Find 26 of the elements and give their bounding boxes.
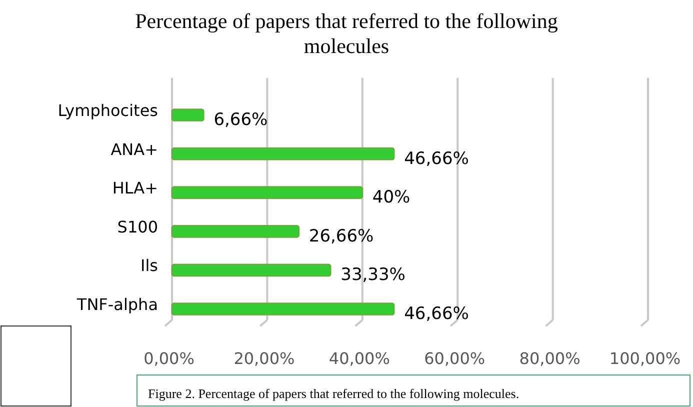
data-label: 26,66% <box>308 226 374 246</box>
x-tick-label: 80,00% <box>519 349 580 368</box>
y-tick-label: TNF-alpha <box>76 295 158 314</box>
bar <box>171 186 363 200</box>
chart-title: Percentage of papers that referred to the following molecules <box>135 9 558 58</box>
bar <box>171 302 395 316</box>
x-tick-label: 40,00% <box>328 349 390 368</box>
x-tick-label: 20,00% <box>234 349 295 368</box>
bar <box>171 147 395 160</box>
y-tick-label: Ils <box>140 256 158 276</box>
data-label: 6,66% <box>214 110 268 130</box>
y-tick-label: ANA+ <box>110 140 158 159</box>
data-label: 46,66% <box>404 304 469 324</box>
x-tick-label: 100,00% <box>609 349 681 368</box>
data-label: 33,33% <box>340 265 406 286</box>
x-tick-label: 0,00% <box>144 349 194 368</box>
caption: Figure 2. Percentage of papers that referred to the following molecules. <box>148 386 520 401</box>
bar <box>171 108 204 122</box>
data-label: 40% <box>372 188 410 208</box>
y-tick-label: Lymphocites <box>58 100 158 120</box>
y-tick-label: HLA+ <box>112 178 158 198</box>
x-tick-label: 60,00% <box>424 349 486 368</box>
y-tick-label: S100 <box>117 217 158 236</box>
bar <box>171 264 332 277</box>
data-label: 46,66% <box>404 148 469 169</box>
bar <box>171 224 300 238</box>
